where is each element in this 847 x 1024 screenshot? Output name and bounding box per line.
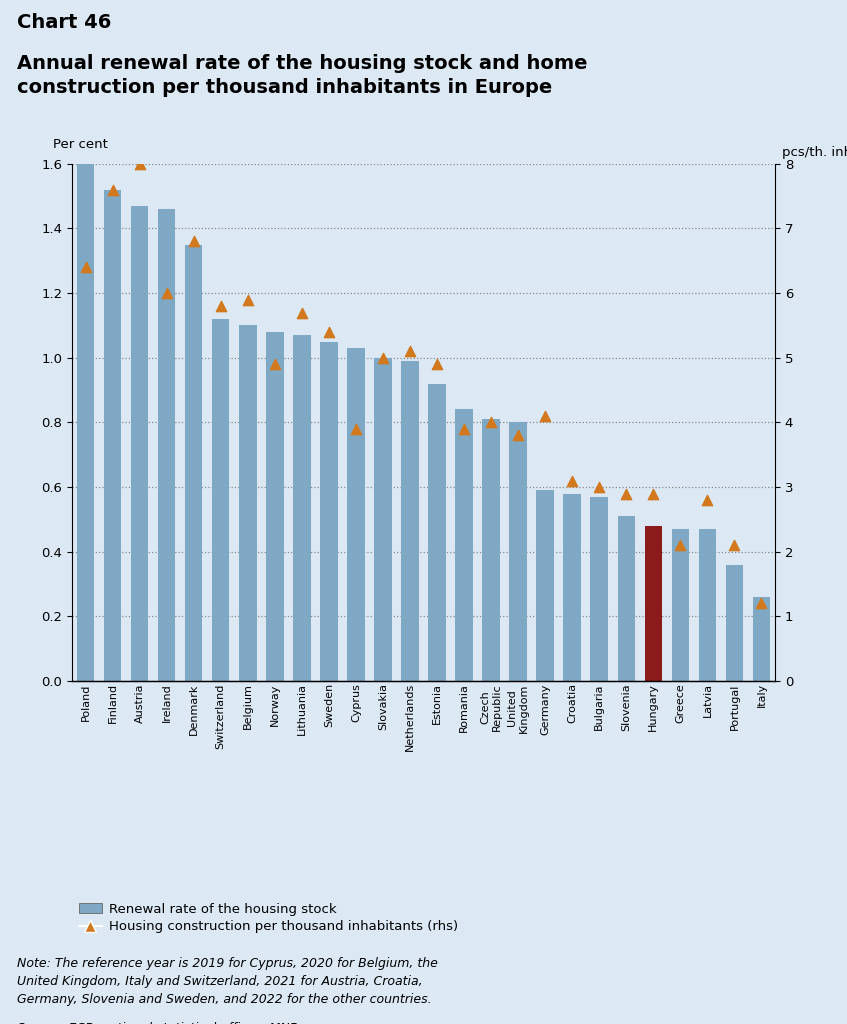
Text: Netherlands: Netherlands: [405, 683, 415, 752]
Text: pcs/th. inhabitant: pcs/th. inhabitant: [782, 145, 847, 159]
Bar: [104, 189, 121, 681]
Text: Sweden: Sweden: [324, 683, 334, 727]
Bar: [617, 516, 635, 681]
Bar: [266, 332, 284, 681]
Point: [403, 343, 417, 359]
Point: [700, 492, 714, 508]
Bar: [239, 326, 257, 681]
Bar: [726, 564, 743, 681]
Bar: [374, 357, 391, 681]
Bar: [672, 529, 689, 681]
Bar: [563, 494, 581, 681]
Text: Ireland: Ireland: [162, 683, 172, 722]
Text: Romania: Romania: [459, 683, 469, 732]
Text: Slovenia: Slovenia: [622, 683, 631, 731]
Text: Switzerland: Switzerland: [216, 683, 225, 749]
Bar: [699, 529, 717, 681]
Bar: [429, 384, 446, 681]
Point: [512, 427, 525, 443]
Text: Slovakia: Slovakia: [378, 683, 388, 730]
Text: Germany: Germany: [540, 683, 551, 734]
Text: Bulgaria: Bulgaria: [595, 683, 604, 730]
Bar: [320, 342, 338, 681]
Point: [295, 304, 308, 321]
Point: [457, 421, 471, 437]
Bar: [130, 206, 148, 681]
Bar: [401, 361, 418, 681]
Point: [566, 472, 579, 488]
Text: Latvia: Latvia: [702, 683, 712, 717]
Point: [376, 349, 390, 366]
Text: Portugal: Portugal: [729, 683, 739, 729]
Point: [187, 233, 201, 250]
Text: Hungary: Hungary: [648, 683, 658, 731]
Bar: [645, 526, 662, 681]
Text: Note: The reference year is 2019 for Cyprus, 2020 for Belgium, the
United Kingdo: Note: The reference year is 2019 for Cyp…: [17, 957, 438, 1007]
Bar: [185, 245, 202, 681]
Point: [484, 415, 498, 431]
Text: Annual renewal rate of the housing stock and home
construction per thousand inha: Annual renewal rate of the housing stock…: [17, 54, 588, 97]
Bar: [456, 410, 473, 681]
Text: Norway: Norway: [270, 683, 280, 726]
Text: Denmark: Denmark: [189, 683, 199, 734]
Text: United
Kingdom: United Kingdom: [507, 683, 529, 732]
Legend: Renewal rate of the housing stock, Housing construction per thousand inhabitants: Renewal rate of the housing stock, Housi…: [79, 902, 458, 933]
Text: Lithuania: Lithuania: [296, 683, 307, 735]
Point: [268, 356, 281, 373]
Text: Czech
Republic: Czech Republic: [480, 683, 502, 731]
Text: Austria: Austria: [135, 683, 145, 723]
Point: [106, 181, 119, 198]
Point: [646, 485, 660, 502]
Text: Croatia: Croatia: [567, 683, 577, 723]
Point: [673, 537, 687, 553]
Text: Chart 46: Chart 46: [17, 13, 111, 32]
Bar: [293, 335, 311, 681]
Bar: [536, 490, 554, 681]
Text: Finland: Finland: [108, 683, 118, 723]
Bar: [509, 423, 527, 681]
Bar: [482, 419, 500, 681]
Bar: [77, 164, 94, 681]
Bar: [212, 319, 230, 681]
Point: [349, 421, 363, 437]
Text: Poland: Poland: [80, 683, 91, 721]
Bar: [347, 348, 365, 681]
Point: [755, 595, 768, 611]
Point: [619, 485, 633, 502]
Text: Cyprus: Cyprus: [351, 683, 361, 722]
Bar: [158, 209, 175, 681]
Point: [79, 259, 92, 275]
Point: [728, 537, 741, 553]
Text: Italy: Italy: [756, 683, 767, 708]
Point: [160, 285, 174, 301]
Bar: [590, 497, 608, 681]
Point: [133, 156, 147, 172]
Bar: [753, 597, 770, 681]
Point: [593, 479, 606, 496]
Text: Per cent: Per cent: [53, 138, 108, 151]
Point: [214, 298, 228, 314]
Point: [539, 408, 552, 424]
Text: Greece: Greece: [675, 683, 685, 723]
Text: Belgium: Belgium: [243, 683, 252, 729]
Point: [430, 356, 444, 373]
Text: Estonia: Estonia: [432, 683, 442, 724]
Point: [241, 292, 255, 308]
Point: [322, 324, 335, 340]
Text: Source: ECB, national statistical offices, MNB: Source: ECB, national statistical office…: [17, 1022, 298, 1024]
